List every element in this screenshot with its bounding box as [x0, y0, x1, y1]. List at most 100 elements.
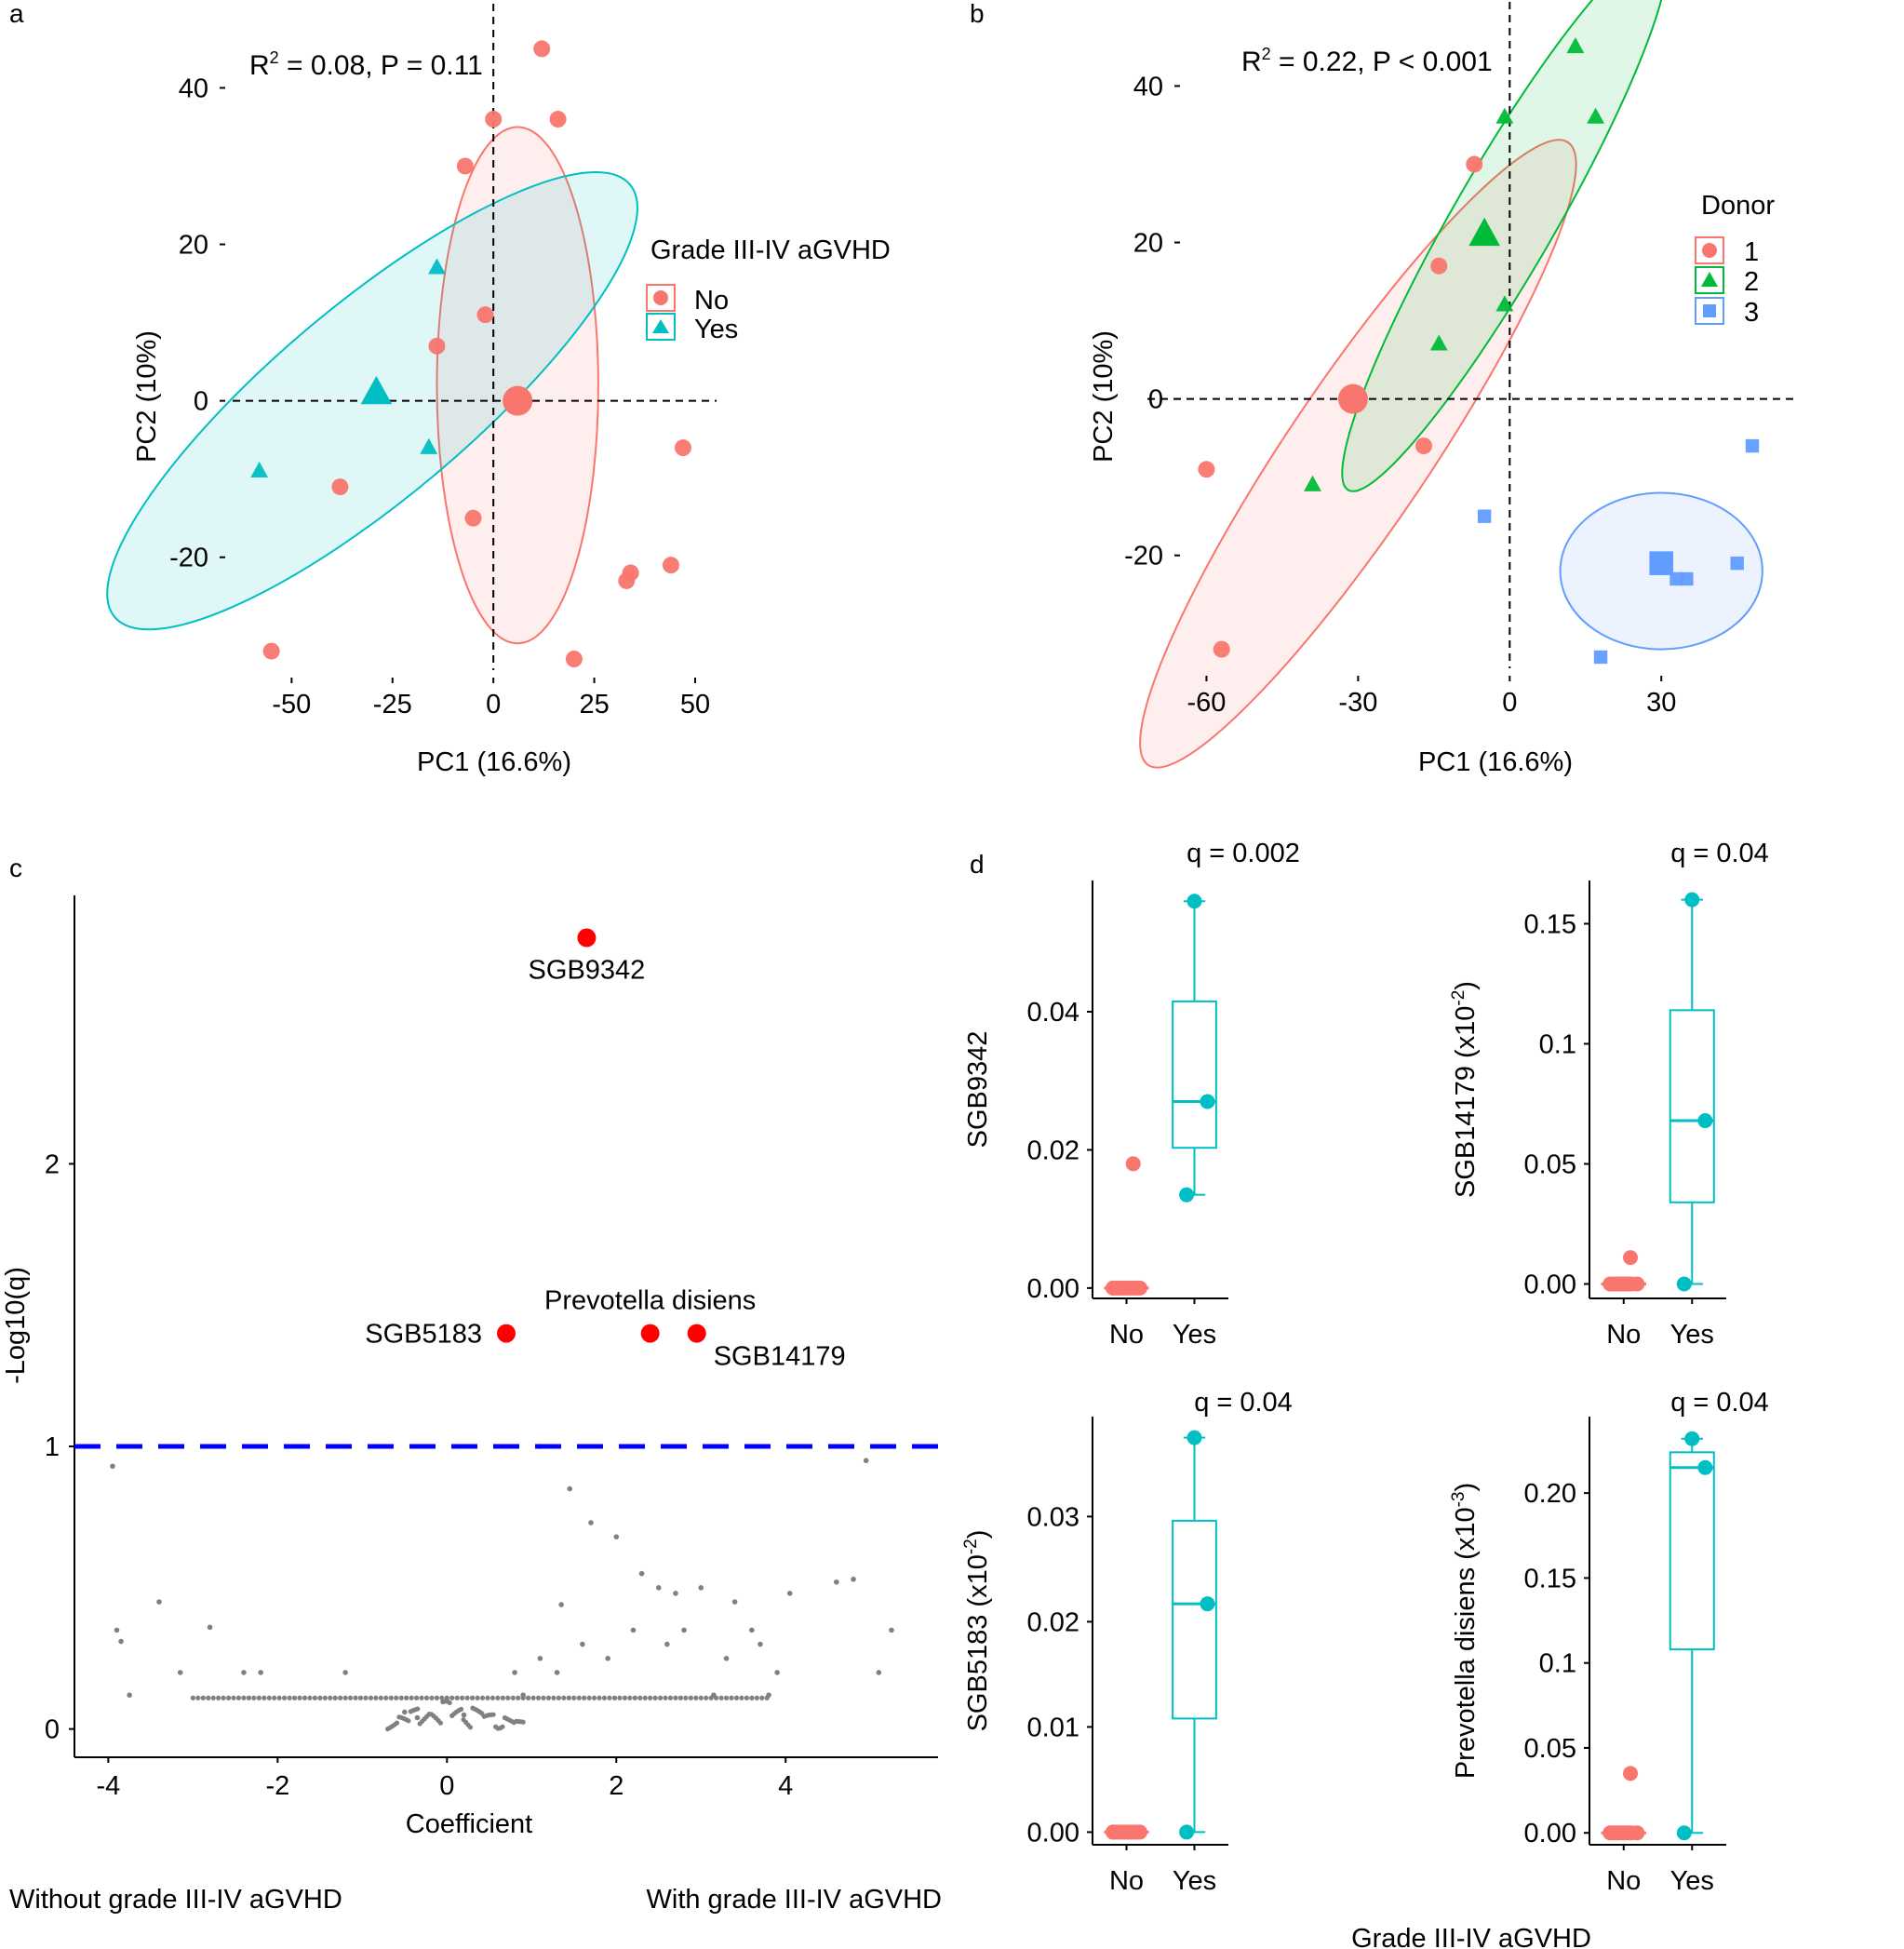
background-point — [266, 1695, 272, 1700]
centroid-1 — [1337, 383, 1368, 414]
background-point — [429, 1695, 435, 1700]
background-point — [458, 1706, 464, 1712]
background-point — [394, 1695, 399, 1700]
significant-point-label: Prevotella disiens — [544, 1286, 756, 1316]
background-point — [342, 1670, 348, 1675]
background-point — [688, 1695, 693, 1700]
data-point-yes — [1200, 1596, 1215, 1612]
background-point — [225, 1695, 232, 1700]
background-point — [648, 1695, 653, 1700]
x-tick-label: 50 — [680, 690, 710, 719]
background-point — [437, 1720, 443, 1726]
boxplot-panel: q = 0.04 0.00 0.05 0.1 0.15 No Yes SGB14179 (x1… — [1449, 839, 1769, 1350]
background-point — [588, 1520, 594, 1526]
y-axis-title: PC2 (10%) — [132, 330, 162, 463]
legend-title: Donor — [1701, 191, 1775, 221]
significant-point-label: SGB5183 — [365, 1320, 482, 1350]
background-point — [388, 1695, 394, 1700]
background-point — [510, 1695, 516, 1700]
data-point-yes — [1179, 1824, 1195, 1840]
background-point — [774, 1670, 780, 1675]
panel-title: q = 0.002 — [1187, 839, 1300, 868]
background-point — [601, 1695, 608, 1700]
background-point — [739, 1695, 744, 1700]
background-point — [786, 1591, 793, 1596]
background-point — [287, 1695, 292, 1700]
background-point — [479, 1695, 486, 1700]
background-point — [638, 1570, 645, 1577]
data-point-yes — [250, 461, 269, 478]
legend-label-1: 1 — [1744, 237, 1759, 267]
background-point — [693, 1695, 699, 1700]
background-point — [464, 1695, 470, 1700]
background-point — [530, 1695, 536, 1700]
background-point — [357, 1695, 364, 1700]
background-point — [863, 1458, 869, 1464]
background-point — [454, 1695, 460, 1700]
background-point — [221, 1695, 226, 1700]
x-tick-label: -4 — [96, 1771, 120, 1801]
background-point — [617, 1695, 623, 1700]
data-point-1 — [1213, 640, 1230, 658]
data-point-no — [1623, 1766, 1639, 1781]
x-tick-label: Yes — [1670, 1320, 1714, 1350]
panel-label-b: b — [970, 0, 985, 28]
background-point — [535, 1695, 542, 1700]
background-point — [368, 1695, 374, 1700]
background-point — [177, 1670, 183, 1675]
y-tick-label: 0 — [1148, 385, 1163, 415]
centroid-3 — [1649, 551, 1674, 575]
background-point — [558, 1602, 564, 1607]
background-point — [673, 1591, 678, 1596]
background-point — [537, 1655, 543, 1661]
data-point-no — [549, 111, 567, 128]
x-tick-label: -25 — [373, 690, 412, 719]
data-point-yes — [1187, 894, 1202, 909]
background-point — [580, 1641, 585, 1647]
background-point — [414, 1714, 421, 1721]
data-point-2 — [1495, 107, 1514, 124]
legend-marker-1 — [1702, 243, 1717, 258]
data-point-yes — [1676, 1825, 1692, 1841]
confidence-ellipse-2 — [1341, 0, 1669, 492]
data-point-no — [331, 478, 349, 496]
data-point-no — [1130, 1280, 1146, 1296]
background-point — [216, 1695, 221, 1700]
bottom-label-left: Without grade III-IV aGVHD — [9, 1885, 342, 1915]
background-point — [677, 1695, 684, 1700]
x-axis-title: PC1 (16.6%) — [1418, 747, 1573, 777]
background-point — [447, 1700, 452, 1706]
background-point — [834, 1579, 839, 1585]
data-point-3 — [1730, 556, 1744, 571]
background-point — [312, 1695, 317, 1700]
background-point — [551, 1695, 556, 1700]
x-tick-label: 0 — [486, 690, 501, 719]
background-point — [449, 1695, 455, 1700]
x-tick-label: 0 — [439, 1771, 454, 1801]
shared-x-axis-title: Grade III-IV aGVHD — [1351, 1924, 1591, 1949]
x-tick-label: -30 — [1338, 688, 1377, 718]
background-point — [302, 1695, 308, 1700]
legend-marker-yes — [652, 319, 669, 333]
background-point — [723, 1655, 730, 1661]
data-point-no — [565, 651, 583, 667]
pca-annotation: R2 = 0.22, P < 0.001 — [1241, 45, 1493, 77]
data-point-2 — [1429, 334, 1448, 351]
y-tick-label: 0.00 — [1027, 1818, 1079, 1848]
y-axis-title: Prevotella disiens (x10-3) — [1449, 1483, 1481, 1779]
volcano-plot-area: -4 -2 0 2 4 0 1 2 SGB9342 SGB5183 Prevotella disie… — [45, 895, 938, 1801]
background-point — [207, 1624, 213, 1631]
data-point-yes — [1676, 1276, 1692, 1292]
background-point — [597, 1695, 602, 1700]
background-point — [195, 1695, 201, 1700]
background-point — [394, 1720, 400, 1726]
box-yes-iqr — [1172, 1519, 1217, 1720]
background-point — [439, 1695, 445, 1700]
background-point — [363, 1695, 369, 1700]
x-axis-title: Coefficient — [406, 1809, 533, 1839]
data-point-no — [1106, 1824, 1121, 1840]
data-point-no — [1621, 1276, 1637, 1292]
background-point — [683, 1695, 689, 1700]
y-tick-label: 20 — [1133, 229, 1163, 259]
